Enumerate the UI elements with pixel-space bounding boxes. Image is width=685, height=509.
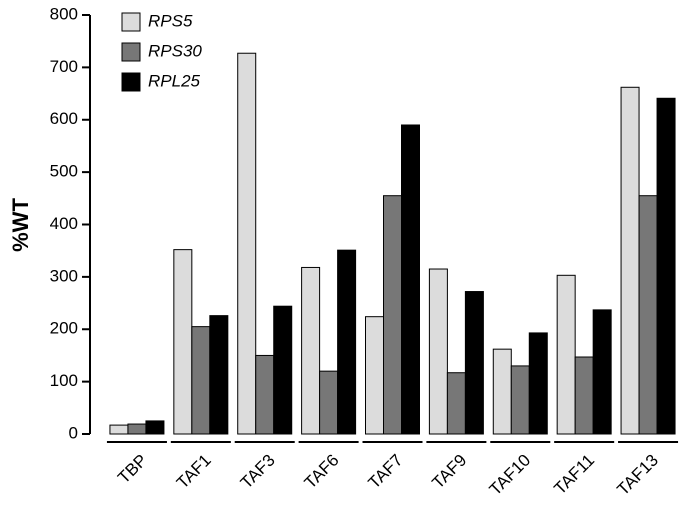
- legend-label: RPS30: [148, 41, 202, 60]
- bar: [464, 291, 484, 435]
- y-tick-label: 0: [69, 423, 78, 442]
- y-tick-label: 800: [50, 4, 78, 23]
- bar: [510, 365, 530, 435]
- bar: [492, 348, 512, 435]
- bar: [528, 332, 548, 435]
- bar: [319, 370, 339, 435]
- y-tick-label: 600: [50, 109, 78, 128]
- bar: [428, 268, 448, 435]
- bar: [656, 97, 676, 435]
- x-tick-label: TAF11: [550, 451, 598, 499]
- x-tick-label: TAF10: [486, 451, 535, 500]
- y-tick-label: 100: [50, 371, 78, 390]
- bar: [255, 354, 275, 435]
- bar: [638, 195, 658, 435]
- bar: [237, 52, 257, 435]
- legend-swatch: [121, 12, 141, 32]
- x-tick-label: TAF1: [173, 451, 215, 493]
- bar: [574, 356, 594, 435]
- legend-label: RPS5: [148, 11, 193, 30]
- bar: [301, 266, 321, 435]
- y-tick-label: 700: [50, 57, 78, 76]
- bar: [127, 423, 147, 435]
- bar: [401, 124, 420, 435]
- bar: [446, 372, 466, 435]
- y-axis-label: %WT: [8, 198, 33, 252]
- bar: [173, 249, 193, 435]
- y-tick-label: 200: [50, 319, 78, 338]
- y-tick-label: 500: [50, 162, 78, 181]
- bar: [209, 315, 229, 435]
- bar: [273, 305, 293, 435]
- x-tick-label: TAF6: [301, 451, 343, 493]
- legend-swatch: [121, 72, 141, 92]
- bar: [592, 309, 612, 435]
- y-tick-label: 400: [50, 214, 78, 233]
- bar: [556, 274, 576, 435]
- x-tick-label: TAF13: [613, 451, 662, 500]
- bar: [620, 86, 640, 435]
- y-tick-label: 300: [50, 266, 78, 285]
- bar: [109, 424, 129, 435]
- x-tick-label: TAF9: [428, 451, 470, 493]
- legend-label: RPL25: [148, 71, 201, 90]
- bar: [145, 420, 165, 435]
- bar: [383, 195, 402, 435]
- x-tick-label: TAF7: [365, 451, 407, 493]
- bar: [337, 249, 357, 435]
- x-tick-label: TAF3: [237, 451, 279, 493]
- bar: [365, 316, 384, 435]
- x-tick-label: TBP: [114, 451, 151, 488]
- legend-swatch: [121, 42, 141, 62]
- bar: [191, 326, 211, 435]
